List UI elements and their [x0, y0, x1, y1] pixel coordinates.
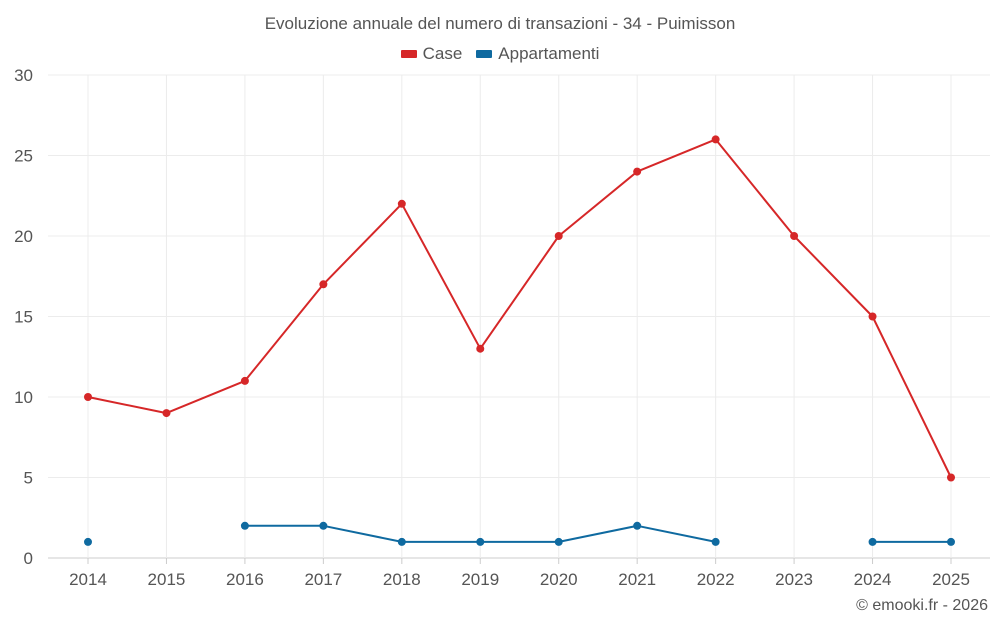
legend-swatch-case	[400, 50, 417, 58]
legend-label-case: Case	[422, 44, 463, 63]
data-point-case-2020[interactable]	[554, 232, 563, 240]
y-tick-label-10: 10	[14, 388, 33, 407]
y-tick-label-5: 5	[24, 469, 33, 488]
data-point-appartamenti-2017[interactable]	[319, 521, 328, 530]
legend-swatch-appartamenti	[476, 50, 493, 58]
y-tick-label-15: 15	[14, 308, 33, 327]
x-tick-label-2021: 2021	[618, 570, 656, 589]
data-point-appartamenti-2019[interactable]	[476, 537, 485, 546]
data-point-appartamenti-2021[interactable]	[633, 521, 642, 530]
data-point-case-2024[interactable]	[868, 312, 877, 321]
data-point-case-2019[interactable]	[476, 344, 485, 353]
x-tick-label-2017: 2017	[304, 570, 342, 589]
x-tick-label-2015: 2015	[148, 570, 186, 589]
x-tick-label-2019: 2019	[461, 570, 499, 589]
data-point-appartamenti-2022[interactable]	[711, 537, 720, 546]
data-point-case-2016[interactable]	[240, 376, 249, 385]
y-tick-label-0: 0	[24, 549, 33, 568]
y-tick-label-30: 30	[14, 66, 33, 85]
data-point-appartamenti-2016[interactable]	[240, 521, 249, 530]
legend-item-appartamenti[interactable]: Appartamenti	[476, 44, 599, 64]
legend-item-case[interactable]: Case	[400, 44, 463, 64]
x-tick-label-2014: 2014	[69, 570, 107, 589]
legend-label-appartamenti: Appartamenti	[498, 44, 600, 63]
data-point-case-2025[interactable]	[947, 473, 955, 482]
chart-title: Evoluzione annuale del numero di transaz…	[264, 14, 736, 33]
x-tick-label-2018: 2018	[383, 570, 421, 589]
legend: Case Appartamenti	[0, 44, 1000, 64]
data-point-appartamenti-2024[interactable]	[868, 537, 877, 546]
data-point-case-2017[interactable]	[319, 280, 328, 289]
y-tick-label-20: 20	[14, 227, 33, 246]
x-tick-label-2025: 2025	[932, 570, 970, 589]
data-point-case-2021[interactable]	[633, 167, 642, 176]
data-point-appartamenti-2020[interactable]	[554, 537, 563, 546]
data-point-case-2022[interactable]	[711, 135, 720, 144]
data-point-case-2014[interactable]	[84, 393, 92, 401]
x-tick-label-2020: 2020	[540, 570, 578, 589]
data-point-case-2015[interactable]	[162, 409, 171, 418]
x-tick-label-2023: 2023	[775, 570, 813, 589]
x-tick-label-2024: 2024	[854, 570, 892, 589]
data-point-case-2023[interactable]	[790, 232, 799, 240]
data-point-appartamenti-2018[interactable]	[397, 537, 406, 546]
y-tick-label-25: 25	[14, 147, 33, 166]
x-tick-label-2016: 2016	[226, 570, 264, 589]
series-line-case-0	[87, 138, 952, 478]
data-point-case-2018[interactable]	[397, 199, 406, 208]
data-point-appartamenti-2014[interactable]	[84, 537, 92, 546]
x-tick-label-2022: 2022	[697, 570, 735, 589]
data-point-appartamenti-2025[interactable]	[947, 537, 955, 546]
footer-credit: © emooki.fr - 2026	[856, 597, 988, 614]
